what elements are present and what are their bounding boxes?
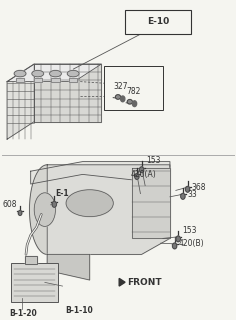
Text: 782: 782 <box>126 87 141 96</box>
Ellipse shape <box>50 70 61 77</box>
Text: FRONT: FRONT <box>127 278 162 287</box>
Ellipse shape <box>34 193 55 227</box>
Circle shape <box>18 211 22 215</box>
Circle shape <box>52 201 56 207</box>
Circle shape <box>181 193 185 199</box>
Text: 420(B): 420(B) <box>179 239 205 248</box>
Ellipse shape <box>66 190 113 217</box>
Polygon shape <box>31 162 170 184</box>
Text: 153: 153 <box>146 156 161 165</box>
Circle shape <box>173 243 177 249</box>
Bar <box>51 78 60 82</box>
Bar <box>16 78 24 82</box>
Bar <box>25 256 37 264</box>
Text: 33: 33 <box>187 190 197 199</box>
Text: B-1-10: B-1-10 <box>65 306 93 315</box>
Polygon shape <box>119 278 125 286</box>
Bar <box>69 78 77 82</box>
Circle shape <box>185 186 190 192</box>
Ellipse shape <box>67 70 79 77</box>
Polygon shape <box>47 165 170 254</box>
Polygon shape <box>30 165 47 254</box>
Circle shape <box>139 167 144 173</box>
Text: 368: 368 <box>192 183 206 192</box>
Text: 608: 608 <box>2 200 17 209</box>
Polygon shape <box>7 64 34 139</box>
Bar <box>16 78 24 82</box>
Ellipse shape <box>127 100 132 104</box>
FancyBboxPatch shape <box>125 10 191 34</box>
Text: E-10: E-10 <box>147 17 169 26</box>
Bar <box>34 78 42 82</box>
Ellipse shape <box>14 70 26 77</box>
Text: 420(A): 420(A) <box>131 170 157 179</box>
FancyBboxPatch shape <box>11 263 58 302</box>
FancyBboxPatch shape <box>104 66 163 110</box>
Ellipse shape <box>115 95 121 99</box>
Text: 327: 327 <box>113 82 128 91</box>
Circle shape <box>135 173 139 180</box>
Text: B-1-20: B-1-20 <box>10 309 38 318</box>
Circle shape <box>132 101 137 107</box>
Bar <box>25 256 37 264</box>
Bar <box>34 78 42 82</box>
Polygon shape <box>34 64 101 122</box>
Polygon shape <box>47 254 90 280</box>
Polygon shape <box>132 168 170 238</box>
Polygon shape <box>7 64 101 82</box>
Circle shape <box>121 96 125 102</box>
Bar <box>51 78 60 82</box>
Text: 153: 153 <box>182 226 197 235</box>
Bar <box>69 78 77 82</box>
Circle shape <box>176 236 180 242</box>
Text: E-1: E-1 <box>55 189 69 198</box>
Ellipse shape <box>32 70 44 77</box>
